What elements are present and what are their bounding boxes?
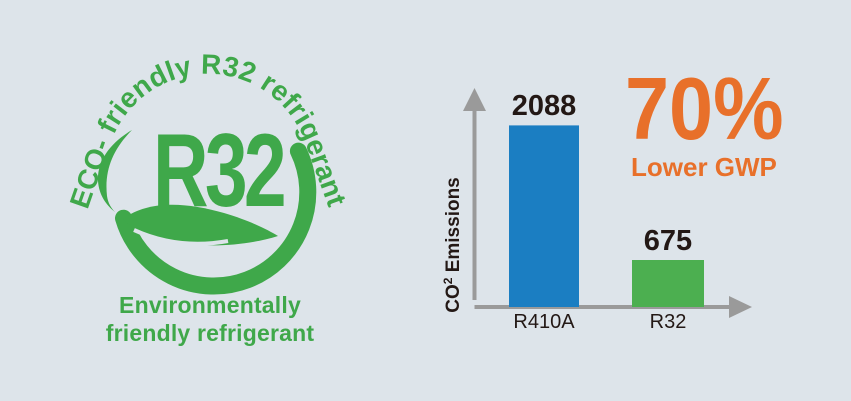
svg-text:Lower GWP: Lower GWP <box>631 152 777 182</box>
svg-text:2088: 2088 <box>512 90 577 122</box>
svg-text:CO2 Emissions: CO2 Emissions <box>441 177 464 313</box>
svg-text:R410A: R410A <box>513 311 575 333</box>
svg-text:70%: 70% <box>625 59 783 158</box>
svg-text:R32: R32 <box>650 311 687 333</box>
svg-text:675: 675 <box>644 225 692 257</box>
